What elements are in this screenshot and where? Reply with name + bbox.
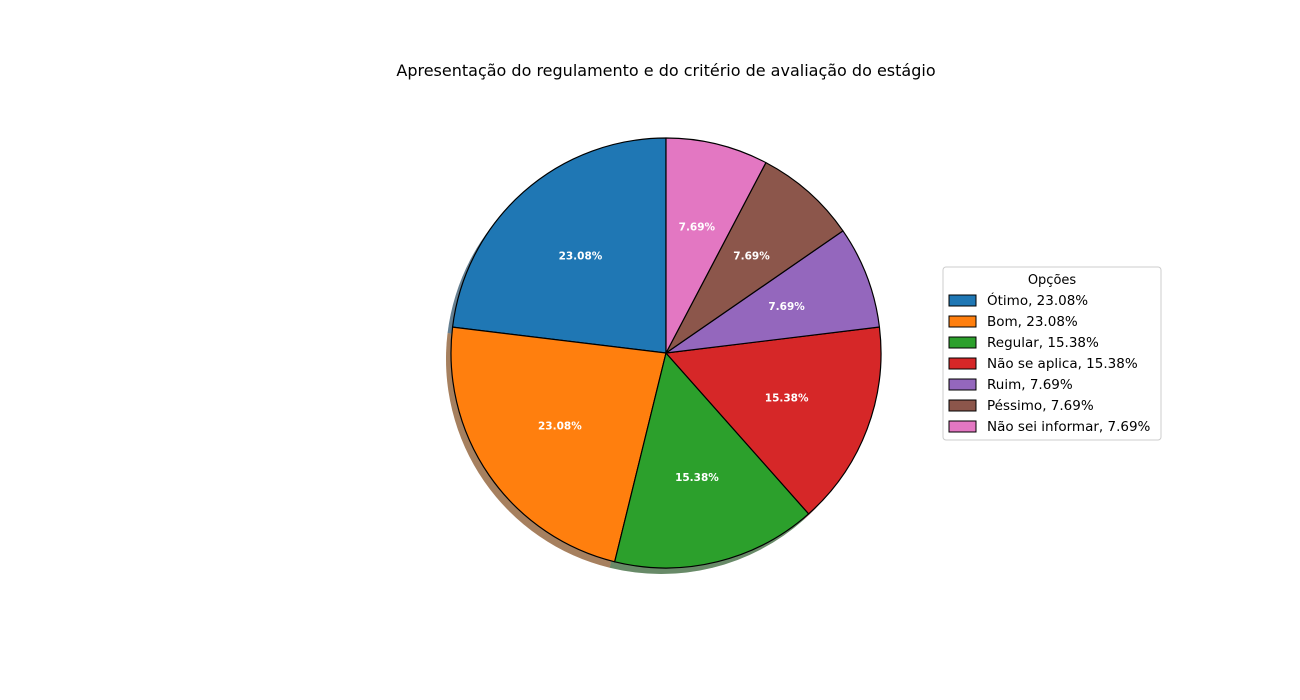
legend-swatch (949, 358, 976, 369)
legend-swatch (949, 337, 976, 348)
legend-entry-label: Não se aplica, 15.38% (987, 356, 1138, 372)
legend-entry-label: Ruim, 7.69% (987, 377, 1073, 393)
pie-slice-label: 7.69% (768, 301, 805, 313)
pie-slices (451, 138, 881, 568)
pie-slice-label: 15.38% (765, 393, 809, 405)
legend-swatch (949, 379, 976, 390)
pie-slice-label: 23.08% (559, 250, 603, 262)
legend-swatch (949, 400, 976, 411)
legend-swatch (949, 316, 976, 327)
legend: Opções Ótimo, 23.08% Bom, 23.08% Regular, … (943, 267, 1161, 440)
pie-slice-label: 15.38% (675, 472, 719, 484)
chart-title: Apresentação do regulamento e do critéri… (396, 61, 935, 80)
pie-slice-1 (453, 138, 666, 353)
pie-slice-label: 23.08% (538, 420, 582, 432)
legend-entry-label: Péssimo, 7.69% (987, 398, 1094, 414)
pie-slice-label: 7.69% (733, 250, 770, 262)
legend-entry-label: Bom, 23.08% (987, 314, 1078, 330)
legend-entry-label: Não sei informar, 7.69% (987, 419, 1151, 435)
legend-swatch (949, 421, 976, 432)
pie-slice-label: 7.69% (679, 222, 716, 234)
legend-swatch (949, 295, 976, 306)
legend-title: Opções (1028, 273, 1077, 288)
legend-entry-label: Ótimo, 23.08% (987, 291, 1088, 309)
legend-entry-label: Regular, 15.38% (987, 335, 1099, 351)
